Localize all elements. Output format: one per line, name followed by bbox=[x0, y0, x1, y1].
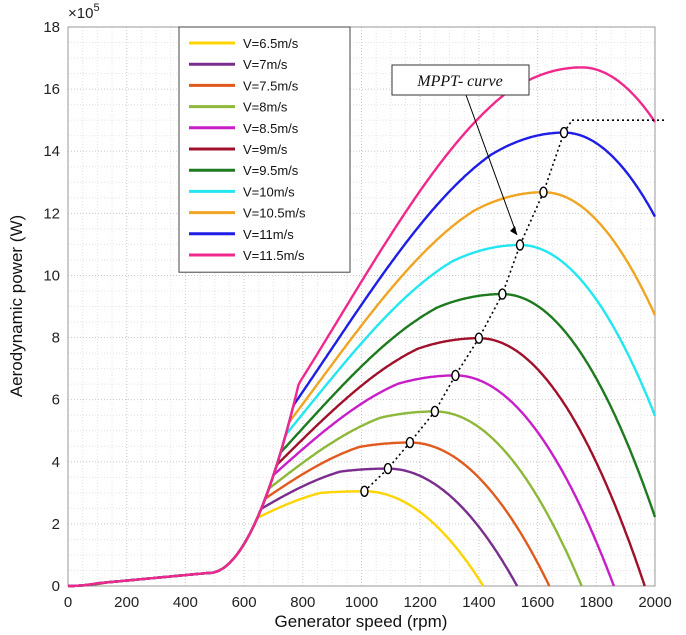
x-tick-label: 1200 bbox=[404, 594, 437, 611]
legend-label: V=10m/s bbox=[243, 184, 295, 199]
y-tick-label: 2 bbox=[52, 516, 60, 533]
legend-label: V=10.5m/s bbox=[243, 206, 306, 221]
x-tick-label: 1800 bbox=[580, 594, 613, 611]
x-tick-label: 1400 bbox=[462, 594, 495, 611]
x-tick-label: 1000 bbox=[345, 594, 378, 611]
mppt-point bbox=[474, 332, 484, 344]
mppt-point bbox=[430, 405, 440, 418]
mppt-point bbox=[539, 186, 548, 198]
y-tick-label: 16 bbox=[43, 81, 60, 98]
y-tick-label: 12 bbox=[43, 205, 60, 222]
y-tick-label: 4 bbox=[52, 454, 60, 471]
mppt-point bbox=[383, 462, 393, 475]
legend-label: V=8m/s bbox=[243, 100, 288, 115]
y-tick-label: 6 bbox=[52, 392, 60, 409]
y-multiplier-label: ×105 bbox=[68, 2, 100, 22]
mppt-label-box bbox=[391, 64, 530, 96]
x-tick-label: 200 bbox=[114, 594, 139, 611]
x-tick-label: 0 bbox=[64, 594, 72, 611]
mppt-curve-line bbox=[363, 132, 565, 492]
legend-label: V=7m/s bbox=[243, 57, 288, 72]
y-multiplier-base: ×10 bbox=[68, 5, 93, 22]
mppt-annotation-arrow bbox=[465, 94, 518, 236]
y-axis-label: Aerodynamic power (W) bbox=[7, 215, 26, 397]
legend-label: V=8.5m/s bbox=[243, 121, 299, 136]
legend-label: V=6.5m/s bbox=[243, 36, 299, 51]
mppt-point bbox=[498, 288, 507, 300]
plot-frame bbox=[67, 26, 656, 587]
axis-ticks: 0 200 400 600 800 1000 1200 1400 1600 1800 2000 0 2 4… bbox=[43, 19, 671, 611]
mppt-curve-group bbox=[360, 94, 664, 497]
legend-label: V=7.5m/s bbox=[243, 78, 299, 93]
mppt-point bbox=[559, 126, 569, 139]
mppt-point bbox=[451, 369, 460, 382]
y-tick-label: 10 bbox=[43, 267, 60, 284]
legend-label: V=11.5m/s bbox=[243, 248, 305, 263]
legend: V=6.5m/s V=7m/s V=7.5m/s V=8m/s V=8.5m/s V=9m… bbox=[178, 26, 351, 273]
power-curves bbox=[68, 66, 657, 588]
x-tick-label: 1600 bbox=[521, 594, 554, 611]
mppt-label: MPPT- curve bbox=[416, 73, 502, 90]
mppt-annotation-arrowhead bbox=[509, 226, 517, 236]
legend-label: V=9m/s bbox=[243, 142, 288, 157]
legend-label: V=9.5m/s bbox=[243, 163, 299, 178]
x-tick-label: 400 bbox=[173, 594, 198, 611]
legend-label: V=11m/s bbox=[243, 227, 294, 242]
x-tick-label: 800 bbox=[290, 594, 315, 611]
y-tick-label: 0 bbox=[52, 578, 60, 595]
mppt-point bbox=[405, 436, 415, 449]
x-tick-label: 2000 bbox=[638, 594, 671, 611]
y-tick-label: 18 bbox=[43, 19, 60, 36]
y-multiplier-exponent: 5 bbox=[93, 2, 99, 14]
y-tick-label: 8 bbox=[52, 330, 60, 347]
mppt-point bbox=[360, 485, 369, 497]
mppt-point bbox=[515, 239, 525, 251]
y-tick-label: 14 bbox=[43, 143, 60, 160]
x-tick-label: 600 bbox=[232, 594, 257, 611]
series-line-11 bbox=[68, 66, 656, 588]
x-axis-label: Generator speed (rpm) bbox=[275, 612, 448, 631]
